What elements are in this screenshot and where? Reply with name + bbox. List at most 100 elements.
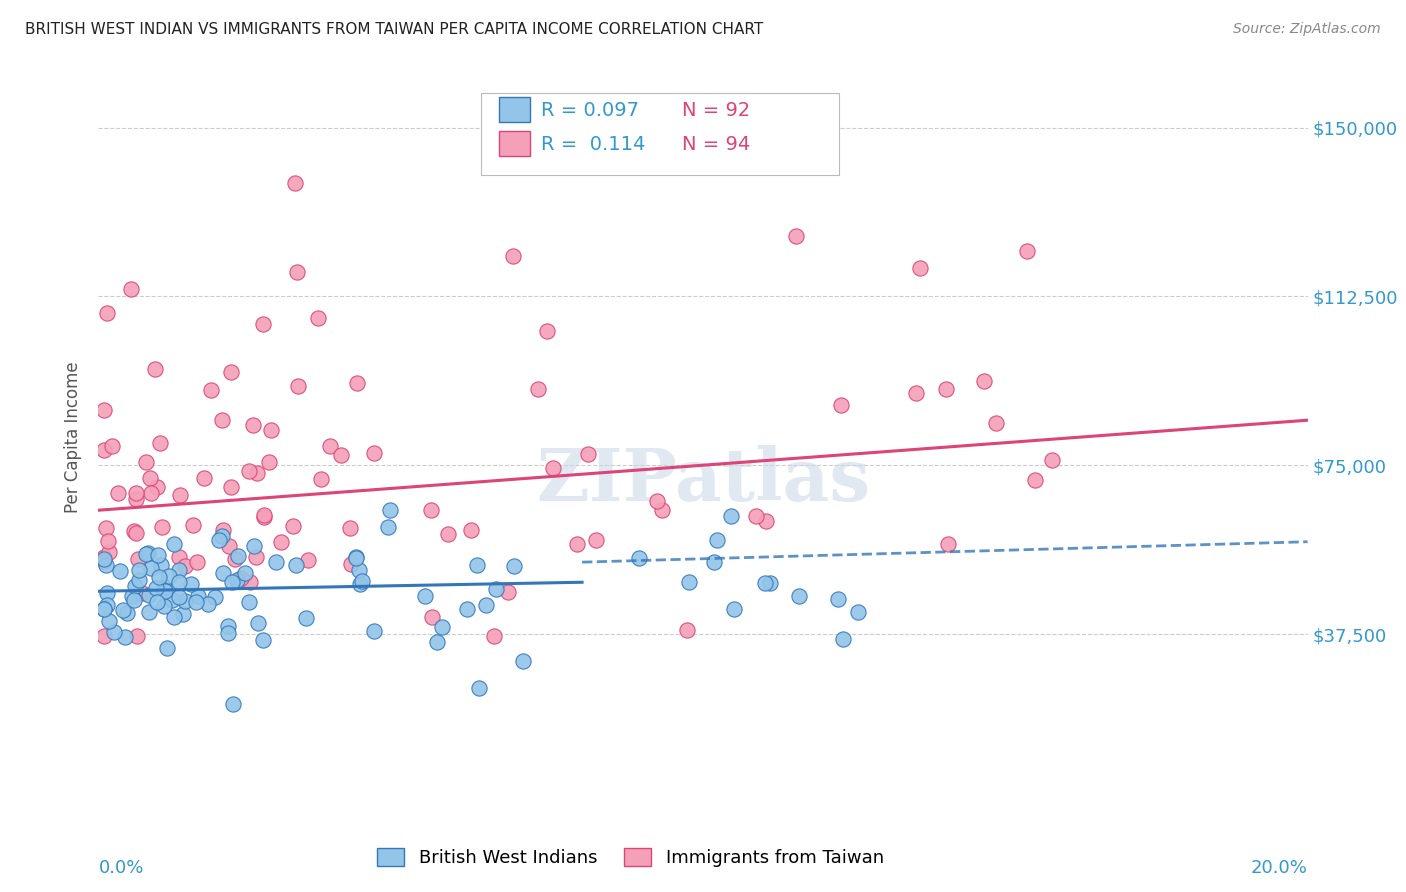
Point [419,503,441,517]
Point [651,503,673,517]
Point [156,640,179,655]
Point [242,418,264,433]
Point [344,550,367,565]
Point [426,635,449,649]
Point [675,623,697,637]
Point [145,595,167,609]
Point [96,306,118,320]
Point [139,561,162,575]
Point [257,455,280,469]
Point [157,569,180,583]
Point [143,362,166,376]
Point [295,611,318,625]
Point [122,592,145,607]
Point [307,311,329,326]
Point [219,480,242,494]
Point [284,176,307,190]
Point [125,486,148,500]
Point [456,602,478,616]
Point [187,589,209,603]
Point [167,590,190,604]
Point [485,582,508,596]
Legend: British West Indians, Immigrants from Taiwan: British West Indians, Immigrants from Ta… [370,841,891,874]
Point [239,575,262,590]
Point [720,509,742,524]
Point [138,588,160,602]
Point [678,574,700,589]
Point [1017,244,1039,259]
Point [124,524,146,538]
Point [827,591,849,606]
Point [131,586,153,600]
Point [148,570,170,584]
Point [645,494,668,508]
Point [200,383,222,397]
Point [93,443,115,458]
Point [197,597,219,611]
Point [128,563,150,577]
Point [474,599,496,613]
Point [108,564,131,578]
Y-axis label: Per Capita Income: Per Capita Income [65,361,83,513]
Point [465,558,488,572]
Point [543,461,565,475]
Point [93,601,115,615]
Point [212,566,235,580]
Point [138,606,160,620]
Point [115,607,138,621]
Point [103,624,125,639]
Point [436,526,458,541]
Point [339,521,361,535]
Point [163,537,186,551]
Point [585,533,607,547]
Point [467,681,489,696]
Point [706,533,728,548]
Point [908,260,931,275]
Point [218,539,240,553]
Point [172,607,194,622]
Point [349,563,371,577]
Point [311,472,333,486]
Point [169,575,191,590]
Point [146,548,169,562]
Point [125,492,148,507]
Point [502,249,524,263]
Point [363,624,385,638]
Point [831,632,853,646]
Point [785,229,807,244]
Point [97,533,120,548]
Point [252,317,274,331]
Point [217,619,239,633]
Text: 20.0%: 20.0% [1251,859,1308,877]
Point [167,549,190,564]
Point [121,589,143,603]
Point [938,537,960,551]
Point [211,529,233,543]
Point [238,464,260,478]
Point [638,98,661,112]
Point [146,480,169,494]
Point [340,557,363,571]
Point [96,585,118,599]
Point [264,555,287,569]
Point [180,577,202,591]
Point [150,558,173,572]
Point [174,559,197,574]
Point [1040,453,1063,467]
Point [432,620,454,634]
Point [181,518,204,533]
Point [285,265,308,279]
Point [96,598,118,612]
Point [167,563,190,577]
Point [413,589,436,603]
Point [253,508,276,522]
Point [145,581,167,595]
Point [120,282,142,296]
Point [93,629,115,643]
Point [93,552,115,566]
Text: R =  0.114: R = 0.114 [541,135,645,154]
Point [346,376,368,390]
Point [127,629,149,643]
Point [94,558,117,573]
Point [211,413,233,427]
